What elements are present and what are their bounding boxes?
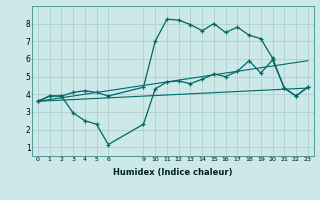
X-axis label: Humidex (Indice chaleur): Humidex (Indice chaleur)	[113, 168, 233, 177]
